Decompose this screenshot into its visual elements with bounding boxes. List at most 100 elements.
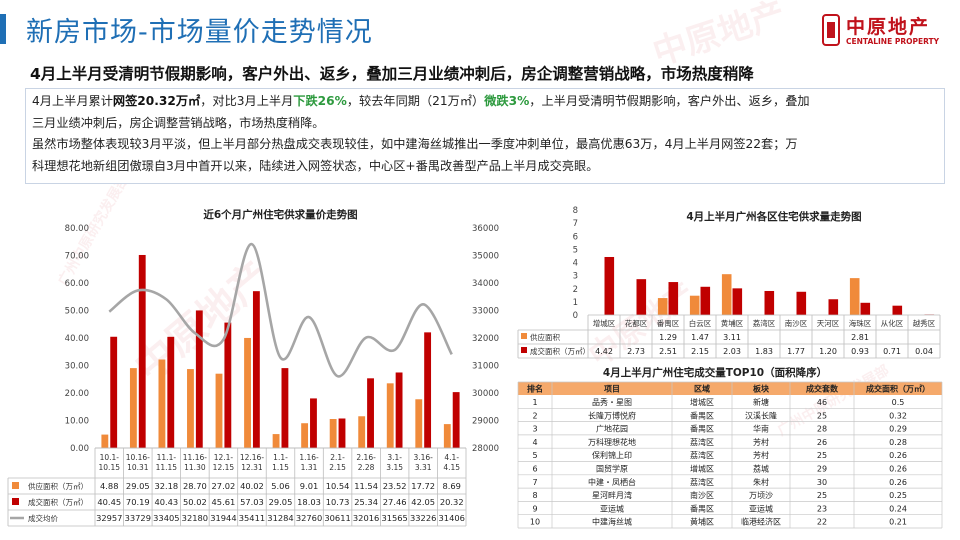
data-label: 0.93 bbox=[851, 347, 869, 356]
table-cell: 保利锦上印 bbox=[592, 450, 632, 460]
table-header-cell: 项目 bbox=[604, 385, 620, 394]
left-axis-tick: 5 bbox=[573, 245, 578, 255]
data-label: 9.01 bbox=[300, 481, 318, 491]
table-cell: 荔湾区 bbox=[690, 450, 714, 460]
table-cell: 1 bbox=[532, 398, 537, 407]
table-cell: 30 bbox=[817, 478, 827, 487]
deal-bar bbox=[395, 372, 403, 448]
summary-text: 4月上半月累计 bbox=[32, 94, 113, 108]
table-header-cell: 区域 bbox=[694, 384, 710, 394]
table-cell: 亚运城 bbox=[600, 504, 624, 513]
table-cell: 临港经济区 bbox=[741, 517, 781, 527]
table-cell: 25 bbox=[817, 411, 827, 420]
data-label: 1.47 bbox=[691, 333, 709, 342]
right-axis-tick: 30000 bbox=[472, 389, 499, 399]
table-header-cell: 板块 bbox=[753, 384, 770, 394]
data-label: 33729 bbox=[125, 513, 151, 523]
data-label: 4.88 bbox=[100, 481, 118, 491]
data-label: 23.52 bbox=[383, 481, 407, 491]
deal-bar bbox=[636, 279, 647, 315]
deal-bar bbox=[668, 282, 679, 315]
table-cell: 0.24 bbox=[889, 504, 907, 513]
table-cell: 品秀・星图 bbox=[592, 397, 632, 407]
summary-highlight-change: 下跌26% bbox=[293, 94, 347, 108]
data-label: 1.29 bbox=[659, 333, 677, 342]
data-label: 33405 bbox=[153, 513, 179, 523]
category-label: 白云区 bbox=[689, 318, 712, 328]
title-accent bbox=[0, 14, 6, 44]
supply-bar bbox=[386, 383, 394, 448]
summary-line-2: 三月业绩冲刺后，房企调整营销战略，市场热度稍降。 bbox=[32, 115, 325, 130]
left-axis-tick: 6 bbox=[573, 232, 578, 242]
page-subtitle: 4月上半月受清明节假期影响，客户外出、返乡，叠加三月业绩冲刺后，房企调整营销战略… bbox=[30, 65, 754, 83]
category-label: 12.16-12.31 bbox=[240, 453, 264, 472]
category-label: 番禺区 bbox=[657, 318, 680, 328]
table-cell: 万顷沙 bbox=[749, 491, 773, 500]
category-label: 11.16-11.30 bbox=[183, 453, 207, 472]
right-axis-tick: 28000 bbox=[472, 444, 499, 454]
category-label: 增城区 bbox=[593, 318, 616, 328]
table-cell: 2 bbox=[532, 411, 537, 420]
category-label: 11.1-11.15 bbox=[156, 453, 178, 472]
left-axis-tick: 0 bbox=[573, 311, 578, 321]
legend-swatch bbox=[12, 482, 19, 489]
table-cell: 广地花园 bbox=[596, 424, 628, 434]
data-label: 1.77 bbox=[787, 347, 805, 356]
deal-bar bbox=[252, 291, 260, 448]
data-label: 11.54 bbox=[354, 481, 378, 491]
right-axis-tick: 34000 bbox=[472, 279, 499, 289]
legend-label: 供应面积（万㎡） bbox=[28, 481, 88, 491]
left-axis-tick: 10.00 bbox=[65, 417, 89, 427]
data-label: 29.05 bbox=[126, 481, 150, 491]
left-axis-tick: 2 bbox=[573, 285, 578, 295]
data-label: 31565 bbox=[381, 513, 407, 523]
right-axis-tick: 29000 bbox=[472, 417, 499, 427]
category-label: 荔湾区 bbox=[753, 318, 776, 328]
category-label: 从化区 bbox=[881, 318, 904, 328]
legend-swatch bbox=[521, 347, 527, 353]
table-cell: 中建・凤栖台 bbox=[588, 477, 636, 487]
data-label: 5.06 bbox=[271, 481, 289, 491]
data-label: 57.03 bbox=[240, 497, 264, 507]
price-volume-chart-svg: 近6个月广州住宅供求量价走势图 0.00 10.00 20.00 30.00 40.00 5… bbox=[7, 208, 499, 527]
top10-table-svg: 4月上半月广州住宅成交量TOP10（面积降序） 排名 项目 区域 板块 成交套数 成交面积（… bbox=[517, 366, 943, 529]
table-cell: 0.5 bbox=[892, 398, 905, 407]
data-label: 31284 bbox=[267, 513, 293, 523]
category-label: 天河区 bbox=[817, 319, 840, 328]
data-label: 0.71 bbox=[883, 347, 901, 356]
table-cell: 芳村 bbox=[753, 437, 769, 447]
summary-highlight-value: 网签20.32万㎡ bbox=[112, 94, 201, 108]
data-label: 31406 bbox=[439, 513, 465, 523]
table-cell: 0.26 bbox=[889, 465, 907, 474]
right-axis-tick: 36000 bbox=[472, 224, 499, 234]
table-cell: 中建海丝城 bbox=[592, 517, 632, 527]
left-axis-tick: 20.00 bbox=[65, 389, 89, 399]
deal-bar bbox=[892, 305, 903, 315]
right-axis-tick: 33000 bbox=[472, 307, 499, 317]
data-label: 2.15 bbox=[691, 347, 709, 356]
deal-bar bbox=[310, 398, 317, 448]
summary-line-4: 科理想花地新组团傲璟自3月中首开以来，陆续进入网签状态，中心区+番禺改善型产品上… bbox=[32, 158, 599, 173]
category-label: 花都区 bbox=[625, 318, 648, 328]
table-cell: 0.29 bbox=[889, 425, 907, 434]
data-label: 32957 bbox=[96, 513, 122, 523]
table-cell: 荔城 bbox=[753, 464, 769, 474]
table-cell: 10 bbox=[530, 518, 540, 527]
right-axis-tick: 35000 bbox=[472, 252, 499, 262]
supply-bar bbox=[129, 368, 137, 448]
data-label: 8.69 bbox=[442, 481, 460, 491]
left-axis-tick: 80.00 bbox=[65, 224, 89, 234]
category-label: 2.16-2.28 bbox=[356, 453, 376, 472]
table-cell: 0.26 bbox=[889, 478, 907, 487]
table-cell: 汉溪长隆 bbox=[745, 410, 777, 420]
table-cell: 5 bbox=[532, 451, 537, 460]
deal-bar bbox=[138, 254, 146, 448]
company-logo: 中原地产 CENTALINE PROPERTY bbox=[822, 12, 944, 52]
table-cell: 亚运城 bbox=[749, 504, 773, 513]
deal-bar bbox=[764, 290, 775, 315]
table-cell: 8 bbox=[532, 491, 537, 500]
deal-bar bbox=[732, 288, 743, 315]
table-cell: 25 bbox=[817, 491, 827, 500]
table-cell: 华南 bbox=[753, 424, 769, 434]
deal-bar bbox=[167, 336, 175, 448]
